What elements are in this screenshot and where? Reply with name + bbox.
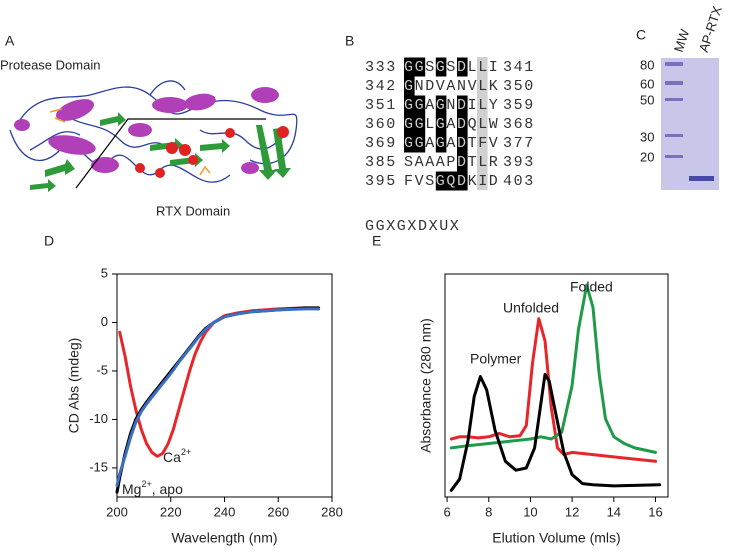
y-axis-title: Absorbance (280 nm) xyxy=(418,318,434,453)
x-tick-label: 16 xyxy=(648,504,662,519)
plot-frame xyxy=(444,273,669,498)
row-end: 393 xyxy=(503,154,535,171)
panel-label: B xyxy=(345,33,354,49)
alignment-shading xyxy=(477,57,488,190)
charts: 200 220 240 260 280 -15 -10 -5 0 5 Wavelength (nm)… xyxy=(66,265,669,546)
y-tick-label: -5 xyxy=(96,362,108,377)
data-line xyxy=(449,372,662,492)
y-axis-title: CD Abs (mdeg) xyxy=(66,338,82,434)
annotation: Folded xyxy=(570,279,613,295)
x-tick-label: 6 xyxy=(443,504,450,519)
row-start: 360 xyxy=(365,116,397,133)
row-sequence: GGLGADQLW xyxy=(404,116,499,133)
structure-cartoon xyxy=(9,80,298,192)
annotation: Ca2+ xyxy=(163,447,191,464)
x-axis-title: Elution Volume (mls) xyxy=(492,530,620,546)
row-start: 351 xyxy=(365,97,397,114)
lane-label: MW xyxy=(671,27,693,54)
x-tick-label: 220 xyxy=(160,504,182,519)
annotation-part: Ca xyxy=(163,449,181,465)
data-line xyxy=(118,306,321,458)
panel-label: D xyxy=(44,233,54,249)
annotation: Mg2+, apo xyxy=(122,479,183,496)
panel-label: E xyxy=(372,233,381,249)
x-tick-label: 260 xyxy=(267,504,289,519)
row-start: 369 xyxy=(365,135,397,152)
x-tick-label: 200 xyxy=(106,504,128,519)
marker-label: 80 xyxy=(640,57,654,72)
row-start: 395 xyxy=(365,173,397,190)
marker-label: 20 xyxy=(640,149,654,164)
row-sequence: GGSGSDLLI xyxy=(404,59,499,76)
row-sequence: GGAGADTFV xyxy=(404,135,499,152)
x-tick-label: 10 xyxy=(523,504,537,519)
annotation-part: 2+ xyxy=(141,479,151,489)
x-tick-label: 8 xyxy=(485,504,492,519)
annotation-part: Mg xyxy=(122,481,141,497)
domain-label: RTX Domain xyxy=(156,203,230,218)
row-end: 377 xyxy=(503,135,535,152)
annotation-part: , apo xyxy=(152,481,183,497)
row-start: 385 xyxy=(365,154,397,171)
domain-label: Protease Domain xyxy=(0,57,100,72)
row-end: 359 xyxy=(503,97,535,114)
alignment-highlight xyxy=(404,57,468,191)
marker-label: 60 xyxy=(640,76,654,91)
marker-label: 50 xyxy=(640,92,654,107)
row-end: 350 xyxy=(503,78,535,95)
x-tick-label: 12 xyxy=(565,504,579,519)
alignment: 333 GGSGSDLLI 341 342 GNDVANVLK 350 351 GGAGNDI… xyxy=(365,59,535,190)
data-line xyxy=(449,317,657,463)
x-axis-title: Wavelength (nm) xyxy=(171,530,277,546)
x-tick-label: 14 xyxy=(607,504,621,519)
gel xyxy=(661,58,719,190)
lane-label: AP-RTX xyxy=(696,4,725,54)
row-sequence: SAAAPDTLR xyxy=(404,154,499,171)
row-end: 403 xyxy=(503,173,535,190)
row-sequence: GGAGNDILY xyxy=(404,97,499,114)
annotation-part: 2+ xyxy=(181,447,191,457)
row-end: 368 xyxy=(503,116,535,133)
row-sequence: GNDVANVLK xyxy=(404,78,499,95)
data-line xyxy=(115,306,321,494)
x-tick-label: 240 xyxy=(214,504,236,519)
annotation: Polymer xyxy=(470,351,522,367)
y-tick-label: 0 xyxy=(101,314,108,329)
row-end: 341 xyxy=(503,59,535,76)
y-tick-label: 5 xyxy=(101,265,108,280)
data-line xyxy=(115,307,321,487)
y-tick-label: -10 xyxy=(89,411,108,426)
y-tick-label: -15 xyxy=(89,459,108,474)
annotation: Unfolded xyxy=(503,300,559,316)
x-tick-label: 280 xyxy=(321,504,343,519)
consensus: GGXGXDXUX xyxy=(365,218,460,235)
panel-label: A xyxy=(5,33,15,49)
data-line xyxy=(449,283,657,454)
row-start: 333 xyxy=(365,59,397,76)
panel-label: C xyxy=(636,27,646,43)
row-start: 342 xyxy=(365,78,397,95)
marker-label: 30 xyxy=(640,129,654,144)
